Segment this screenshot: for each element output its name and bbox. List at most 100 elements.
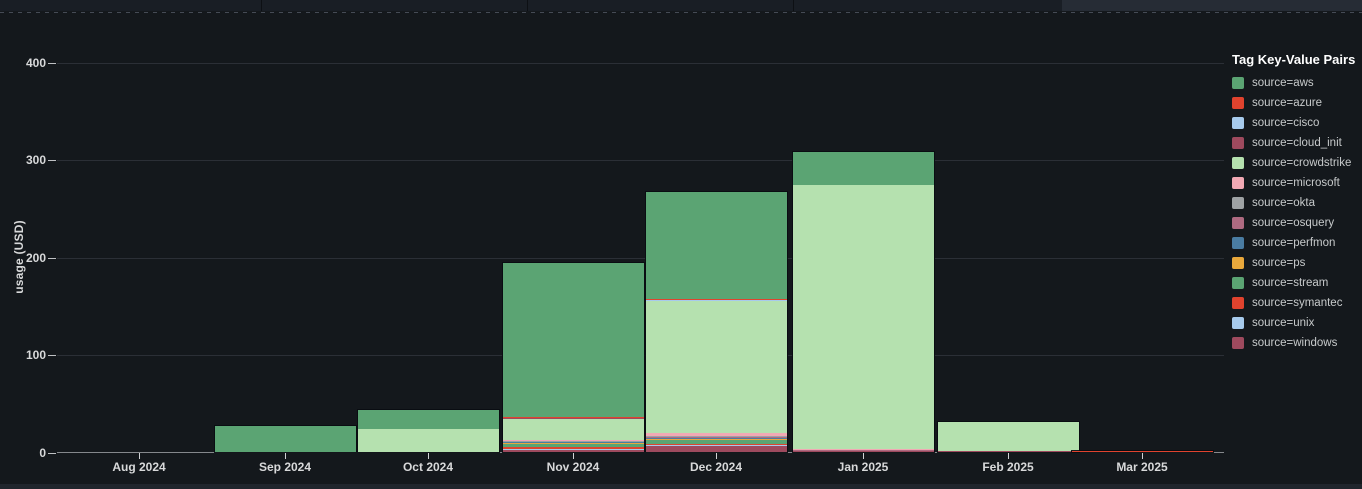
legend-item-symantec[interactable]: source=symantec <box>1232 293 1360 313</box>
bar-segment-windows[interactable] <box>792 450 934 452</box>
legend-item-label: source=stream <box>1252 277 1329 289</box>
legend-color-swatch <box>1232 337 1244 349</box>
legend-color-swatch <box>1232 317 1244 329</box>
legend-item-label: source=cloud_init <box>1252 137 1342 149</box>
legend-item-label: source=cisco <box>1252 117 1320 129</box>
legend-items: source=aws source=azure source=cisco source… <box>1232 73 1360 353</box>
x-axis-tick-label: Dec 2024 <box>689 460 743 474</box>
legend-item-label: source=symantec <box>1252 297 1343 309</box>
browser-tab-strip <box>0 0 1362 11</box>
bar-segment-aws[interactable] <box>214 425 356 452</box>
bar-nov-2024[interactable] <box>501 261 645 453</box>
bar-segment-windows[interactable] <box>502 449 644 452</box>
tab-divider <box>261 0 262 11</box>
legend-item-label: source=azure <box>1252 97 1322 109</box>
x-axis-tick <box>573 453 574 459</box>
legend-item-label: source=microsoft <box>1252 177 1340 189</box>
legend-item-cisco[interactable]: source=cisco <box>1232 113 1360 133</box>
legend-item-ps[interactable]: source=ps <box>1232 253 1360 273</box>
bar-segment-ps[interactable] <box>502 441 644 444</box>
legend-item-windows[interactable]: source=windows <box>1232 333 1360 353</box>
bar-segment-cloud_init[interactable] <box>937 421 1079 423</box>
bar-segment-stream[interactable] <box>792 450 934 451</box>
bar-segment-crowdstrike[interactable] <box>645 300 787 433</box>
legend-item-perfmon[interactable]: source=perfmon <box>1232 233 1360 253</box>
legend-item-label: source=ps <box>1252 257 1306 269</box>
bar-segment-aws[interactable] <box>357 409 499 430</box>
bar-segment-stream[interactable] <box>502 443 644 448</box>
bar-segment-windows[interactable] <box>1071 451 1213 452</box>
legend-item-stream[interactable]: source=stream <box>1232 273 1360 293</box>
x-axis-tick <box>1008 453 1009 459</box>
bar-segment-crowdstrike[interactable] <box>357 429 499 452</box>
tab-divider <box>793 0 794 11</box>
gridline <box>57 62 1224 64</box>
x-axis-tick-label: Oct 2024 <box>402 460 454 474</box>
legend-item-label: source=okta <box>1252 197 1315 209</box>
bar-segment-symantec[interactable] <box>502 447 644 450</box>
legend-item-crowdstrike[interactable]: source=crowdstrike <box>1232 153 1360 173</box>
bar-segment-stream[interactable] <box>645 439 787 445</box>
legend-color-swatch <box>1232 117 1244 129</box>
bar-oct-2024[interactable] <box>356 408 500 453</box>
legend-item-cloud_init[interactable]: source=cloud_init <box>1232 133 1360 153</box>
bar-segment-windows[interactable] <box>937 451 1079 452</box>
legend-item-label: source=perfmon <box>1252 237 1336 249</box>
legend-item-okta[interactable]: source=okta <box>1232 193 1360 213</box>
bar-segment-aws[interactable] <box>502 262 644 417</box>
legend-item-label: source=crowdstrike <box>1252 157 1352 169</box>
bar-segment-ps[interactable] <box>645 438 787 440</box>
x-axis-tick <box>863 453 864 459</box>
legend-item-label: source=aws <box>1252 77 1314 89</box>
x-axis-tick-label: Feb 2025 <box>982 460 1034 474</box>
x-axis-tick <box>716 453 717 459</box>
legend-item-aws[interactable]: source=aws <box>1232 73 1360 93</box>
legend-item-label: source=osquery <box>1252 217 1335 229</box>
bar-mar-2025[interactable] <box>1070 449 1214 453</box>
bar-segment-crowdstrike[interactable] <box>937 422 1079 452</box>
x-axis-tick-label: Sep 2024 <box>258 460 312 474</box>
x-axis-tick-label: Jan 2025 <box>837 460 889 474</box>
legend-color-swatch <box>1232 297 1244 309</box>
active-tab-fragment <box>1062 0 1362 11</box>
page-footer-strip <box>0 484 1362 489</box>
bar-segment-symantec[interactable] <box>645 444 787 446</box>
bar-segment-azure[interactable] <box>938 421 1079 422</box>
bar-segment-crowdstrike[interactable] <box>792 185 934 450</box>
gridline <box>57 160 1224 161</box>
x-axis-tick-label: Aug 2024 <box>112 460 166 474</box>
y-axis-tick <box>48 452 56 454</box>
y-axis-tick-label: 0 <box>39 445 46 460</box>
legend-item-azure[interactable]: source=azure <box>1232 93 1360 113</box>
legend-color-swatch <box>1232 257 1244 269</box>
legend-item-osquery[interactable]: source=osquery <box>1232 213 1360 233</box>
y-axis-tick <box>48 257 56 259</box>
bar-segment-windows[interactable] <box>645 445 787 452</box>
x-axis-tick <box>428 453 429 459</box>
bar-dec-2024[interactable] <box>644 190 788 453</box>
y-axis-tick <box>48 355 56 356</box>
legend-item-unix[interactable]: source=unix <box>1232 313 1360 333</box>
y-axis-tick-label: 200 <box>25 250 46 265</box>
bar-segment-perfmon[interactable] <box>645 437 787 439</box>
legend-color-swatch <box>1232 177 1244 189</box>
legend-color-swatch <box>1232 277 1244 289</box>
x-axis-tick <box>139 453 140 459</box>
bar-segment-aws[interactable] <box>792 152 934 186</box>
legend-color-swatch <box>1232 97 1244 109</box>
legend-item-microsoft[interactable]: source=microsoft <box>1232 173 1360 193</box>
y-axis-tick-label: 100 <box>25 348 46 362</box>
bar-jan-2025[interactable] <box>791 151 935 453</box>
bar-segment-aws[interactable] <box>645 191 787 300</box>
x-axis-tick <box>285 453 286 459</box>
bar-segment-microsoft[interactable] <box>645 432 787 436</box>
legend-color-swatch <box>1232 77 1244 89</box>
legend-color-swatch <box>1232 237 1244 249</box>
y-axis-tick-label: 300 <box>25 153 46 167</box>
legend-title: Tag Key-Value Pairs <box>1232 52 1356 67</box>
legend-color-swatch <box>1232 157 1244 169</box>
bar-sep-2024[interactable] <box>213 424 357 453</box>
bar-segment-osquery[interactable] <box>645 436 787 438</box>
bar-feb-2025[interactable] <box>936 420 1080 453</box>
bar-segment-crowdstrike[interactable] <box>502 418 644 441</box>
